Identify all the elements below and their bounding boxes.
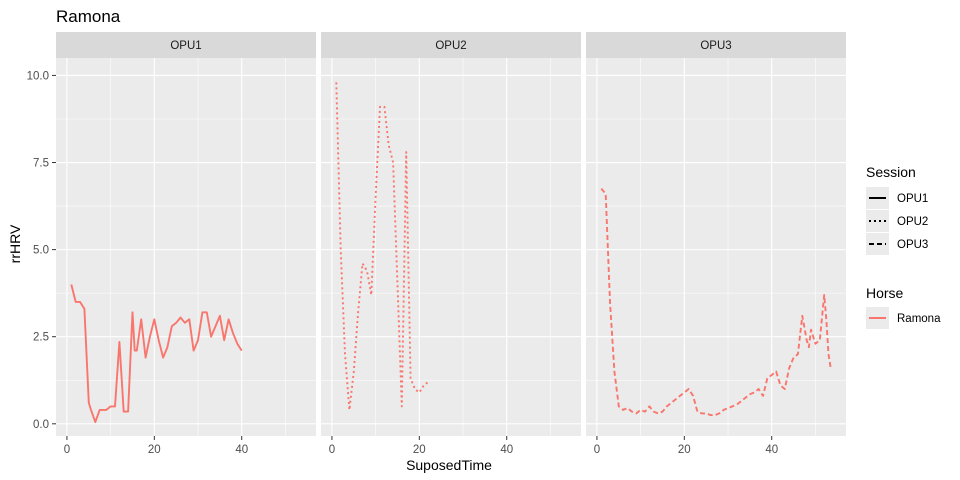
panel-background [586,58,846,436]
x-tick-label: 40 [765,444,778,456]
facet-strip-label: OPU3 [700,40,731,52]
legend-label-opu2: OPU2 [897,216,928,228]
series-line-opu3 [600,187,832,417]
facet-strip-label: OPU1 [170,40,201,52]
panel-background [56,58,316,436]
y-axis: 0.0 2.5 5.0 7.5 10.0 [27,70,56,431]
chart-title: Ramona [56,7,121,26]
legend-label-ramona: Ramona [897,313,941,325]
series-line-opu1 [70,284,243,424]
y-tick-label: 10.0 [27,70,49,82]
legend-title-horse: Horse [866,285,904,301]
facet-strip [56,32,316,58]
panel-opu2: OPU2 0 20 40 [321,32,581,456]
legend-label-opu3: OPU3 [897,239,928,251]
legend-label-opu1: OPU1 [897,193,928,205]
y-tick-label: 2.5 [33,332,49,344]
x-tick-label: 0 [594,444,600,456]
x-tick-label: 20 [413,444,426,456]
facet-strip [321,32,581,58]
x-tick-label: 20 [678,444,691,456]
panel-opu1: OPU1 0 20 40 [56,32,316,456]
y-tick-label: 7.5 [33,158,49,170]
x-tick-label: 40 [235,444,248,456]
x-tick-label: 20 [148,444,161,456]
x-tick-label: 0 [329,444,335,456]
x-axis-title: SuposedTime [406,457,492,473]
facet-strip-label: OPU2 [435,40,466,52]
legends: Session OPU1 OPU2 OPU3 Horse Ramona [866,164,941,329]
legend-title-session: Session [866,164,916,180]
panel-background [321,58,581,436]
y-tick-label: 5.0 [33,245,49,257]
y-tick-label: 0.0 [33,419,49,431]
legend-key [866,210,889,232]
x-tick-label: 40 [500,444,513,456]
facet-strip [586,32,846,58]
panel-opu3: OPU3 0 20 40 [586,32,846,456]
y-axis-title: rrHRV [7,224,23,263]
x-tick-label: 0 [64,444,70,456]
panels: OPU1 0 20 40 OPU2 0 20 40 OPU3 0 20 40 [56,32,846,456]
